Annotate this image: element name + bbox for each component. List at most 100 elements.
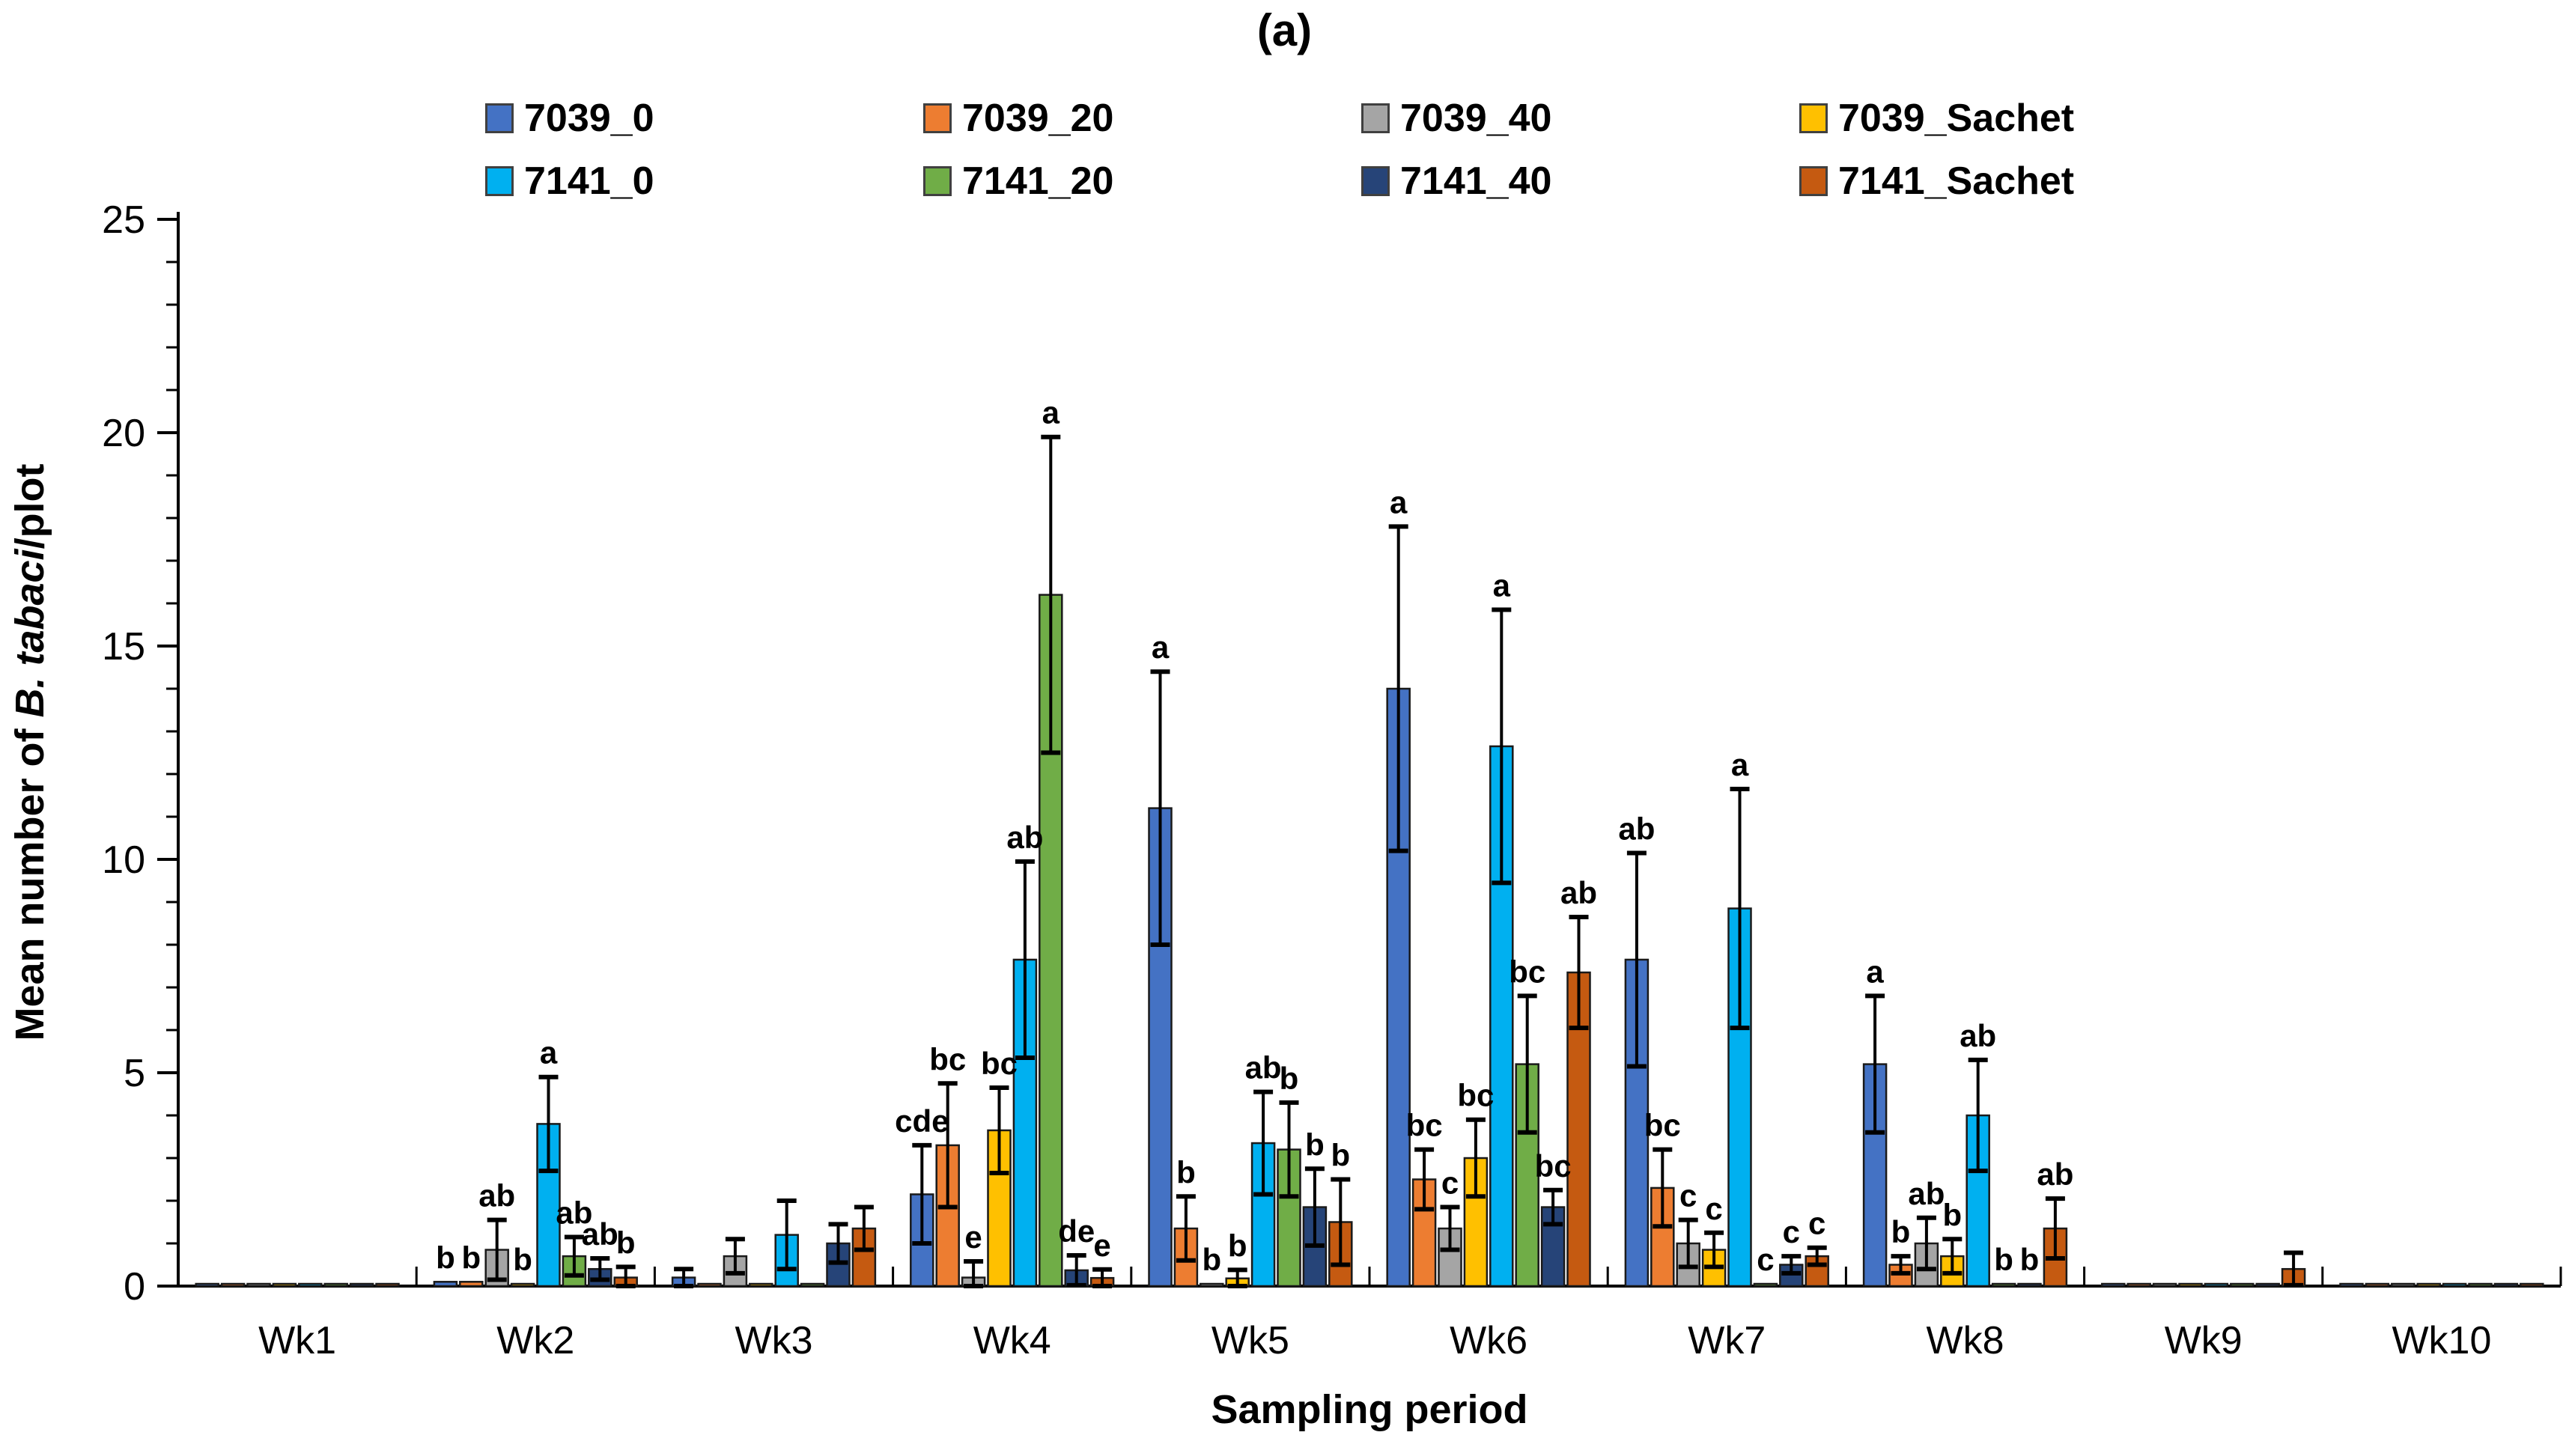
bar-7141_20-Wk8	[1991, 1282, 2016, 1288]
bar-7141_20-Wk7	[1753, 1282, 1778, 1288]
sig-letter-7039_40-Wk6: c	[1441, 1166, 1459, 1201]
sig-letter-7039_Sachet-Wk5: b	[1228, 1228, 1247, 1263]
sig-letter-7141_40-Wk4: de	[1058, 1213, 1095, 1249]
error-bars-7141_40	[590, 1166, 1802, 1288]
legend-item-7141_20: 7141_20	[923, 159, 1361, 204]
error-bars-7039_Sachet	[989, 1085, 1963, 1288]
legend-label: 7039_0	[524, 97, 654, 140]
x-tick-label-Wk8: Wk8	[1927, 1319, 2004, 1362]
bar-7141_Sachet-Wk10	[2520, 1282, 2544, 1288]
x-tick-label-Wk5: Wk5	[1211, 1319, 1289, 1362]
sig-letter-7141_40-Wk7: c	[1783, 1214, 1800, 1249]
bar-7141_40-Wk9	[2255, 1282, 2280, 1288]
bar-7141_40-Wk8	[2017, 1282, 2042, 1288]
bar-7039_20-Wk1	[220, 1282, 246, 1288]
sig-letter-7039_40-Wk8: ab	[1908, 1176, 1945, 1211]
legend-swatch-icon	[923, 103, 952, 133]
legend-swatch-icon	[1361, 166, 1390, 196]
error-bars-7141_Sachet	[615, 914, 2304, 1288]
legend-label: 7039_Sachet	[1838, 97, 2075, 140]
sig-letter-7141_0-Wk5: ab	[1245, 1050, 1282, 1085]
sig-letter-7141_0-Wk6: a	[1493, 568, 1511, 603]
sig-letters-7039_40: ab e b c c ab	[478, 1166, 1945, 1278]
bar-7039_20-Wk3	[697, 1282, 722, 1288]
bar-7039_Sachet-Wk9	[2178, 1282, 2203, 1288]
y-tick-label: 25	[102, 198, 145, 242]
legend-swatch-icon	[485, 103, 514, 133]
legend-label: 7039_20	[962, 97, 1114, 140]
y-tick-label: 5	[124, 1052, 145, 1095]
bar-7141_20-Wk3	[800, 1282, 825, 1288]
sig-letter-7141_Sachet-Wk8: ab	[2037, 1157, 2073, 1192]
sig-letter-7039_20-Wk6: bc	[1406, 1108, 1443, 1143]
bar-7141_0-Wk9	[2204, 1282, 2229, 1288]
x-tick-label-Wk6: Wk6	[1450, 1319, 1527, 1362]
sig-letter-7141_Sachet-Wk4: e	[1093, 1228, 1110, 1263]
sig-letter-7039_20-Wk2: b	[461, 1240, 481, 1275]
bar-7039_Sachet-Wk1	[272, 1282, 297, 1288]
sig-letter-7141_40-Wk5: b	[1305, 1127, 1325, 1162]
bar-7039_0-Wk9	[2101, 1282, 2126, 1288]
sig-letter-7039_Sachet-Wk7: c	[1705, 1191, 1722, 1226]
bar-7039_40-Wk10	[2391, 1282, 2416, 1288]
y-tick-label: 15	[102, 625, 145, 668]
legend-swatch-icon	[1799, 166, 1828, 196]
sig-letter-7141_20-Wk5: b	[1280, 1061, 1299, 1096]
legend-label: 7141_0	[524, 159, 654, 203]
error-bars-7141_20	[564, 434, 1537, 1278]
sig-letter-7141_20-Wk8: b	[1994, 1242, 2013, 1277]
bar-7141_20-Wk9	[2230, 1282, 2255, 1288]
legend-item-7141_Sachet: 7141_Sachet	[1799, 159, 2237, 204]
sig-letter-7039_40-Wk2: ab	[478, 1178, 515, 1213]
sig-letter-7039_Sachet-Wk8: b	[1942, 1197, 1962, 1232]
sig-letter-7141_Sachet-Wk2: b	[616, 1225, 636, 1260]
sig-letter-7141_40-Wk8: b	[2020, 1242, 2040, 1277]
x-tick-label-Wk4: Wk4	[973, 1319, 1051, 1362]
sig-letter-7039_40-Wk5: b	[1202, 1242, 1221, 1277]
sig-letter-7141_0-Wk8: ab	[1960, 1018, 1996, 1053]
legend: 7039_0 7039_20 7039_40 7039_Sachet 7141_0 714…	[485, 96, 2237, 204]
x-tick-label-Wk7: Wk7	[1688, 1319, 1766, 1362]
sig-letter-7039_0-Wk6: a	[1390, 484, 1408, 520]
series-7039_0	[195, 687, 2364, 1288]
x-tick-label-Wk3: Wk3	[735, 1319, 813, 1362]
bar-7039_20-Wk9	[2126, 1282, 2151, 1288]
sig-letter-7141_0-Wk2: a	[540, 1035, 558, 1070]
legend-item-7039_Sachet: 7039_Sachet	[1799, 96, 2237, 141]
legend-item-7039_40: 7039_40	[1361, 96, 1799, 141]
bar-7039_0-Wk8	[1862, 1063, 1888, 1288]
series-7141_0	[298, 745, 2467, 1288]
bar-7141_0-Wk10	[2442, 1282, 2467, 1288]
legend-label: 7141_20	[962, 159, 1114, 203]
bar-7039_20-Wk4	[935, 1144, 960, 1288]
error-bars-7039_20	[937, 1081, 1911, 1276]
bar-7039_40-Wk9	[2152, 1282, 2177, 1288]
legend-item-7141_40: 7141_40	[1361, 159, 1799, 204]
y-tick-label: 20	[102, 412, 145, 455]
bar-7141_Sachet-Wk1	[375, 1282, 400, 1288]
legend-swatch-icon	[485, 166, 514, 196]
series-7039_Sachet	[272, 1129, 2441, 1288]
bar-7039_Sachet-Wk10	[2416, 1282, 2441, 1288]
sig-letter-7039_20-Wk5: b	[1176, 1154, 1196, 1190]
legend-swatch-icon	[1361, 103, 1390, 133]
bar-7039_40-Wk1	[246, 1282, 271, 1288]
bar-7039_40-Wk5	[1200, 1282, 1224, 1288]
sig-letter-7141_0-Wk4: ab	[1006, 820, 1043, 855]
error-bars-7141_0	[538, 607, 1988, 1272]
y-tick-label: 10	[102, 838, 145, 882]
sig-letter-7141_20-Wk2: ab	[556, 1195, 592, 1230]
legend-label: 7141_Sachet	[1838, 159, 2075, 203]
x-tick-label-Wk10: Wk10	[2392, 1319, 2491, 1362]
sig-letter-7039_Sachet-Wk4: bc	[981, 1046, 1018, 1081]
y-tick-label: 0	[124, 1265, 145, 1309]
sig-letter-7141_Sachet-Wk5: b	[1331, 1138, 1350, 1173]
x-tick-label-Wk2: Wk2	[496, 1319, 574, 1362]
